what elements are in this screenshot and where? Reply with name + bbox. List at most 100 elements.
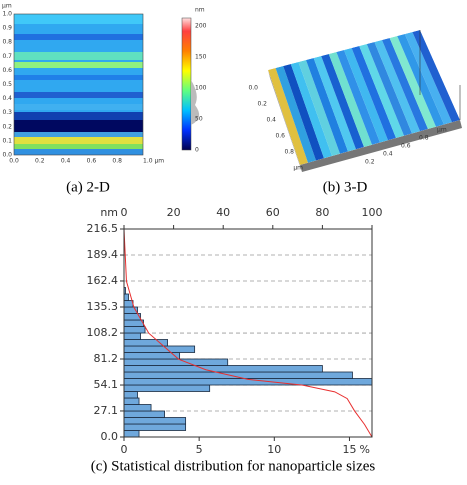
y-tick-label: 135.3 — [87, 300, 119, 313]
y-tick-label: 0.8 — [2, 39, 12, 46]
y-tick-label: 0.0 — [2, 152, 12, 159]
surface-stripe — [389, 36, 436, 129]
surface-stripe — [328, 52, 372, 147]
surface-stripe — [313, 56, 356, 152]
y-tick-label: 108.2 — [87, 326, 119, 339]
x-tick-label: 0.4 — [61, 158, 71, 165]
surface-stripe — [404, 32, 452, 125]
surface-stripe — [336, 50, 380, 145]
y-tick-label: 27.1 — [94, 404, 119, 417]
tick-label: μm — [437, 127, 447, 134]
x2-tick-label: 80 — [315, 206, 329, 219]
colorbar-tick-label: 50 — [195, 116, 203, 123]
surface-stripe — [283, 64, 324, 161]
bar — [123, 410, 165, 418]
plot-frame — [123, 228, 373, 438]
surface-stripe — [351, 46, 396, 141]
y-axis-label: nm — [100, 206, 118, 219]
tick-label: 0.2 — [257, 101, 267, 108]
y-tick-label: 0.0 — [101, 430, 119, 443]
x-tick-label: 0 — [121, 443, 128, 456]
y-tick-label: 162.4 — [87, 274, 119, 287]
bar — [123, 339, 168, 347]
tick-label: 0.0 — [248, 85, 258, 92]
caption: (a) 2-D — [66, 179, 110, 195]
y-tick-label: 0.1 — [2, 137, 12, 144]
surface-stripe — [268, 68, 308, 165]
bar — [123, 384, 211, 392]
x2-tick-label: 0 — [121, 206, 128, 219]
surface-stripe — [412, 30, 460, 123]
surface-stripe — [321, 54, 364, 150]
y-tick-label: 0.6 — [2, 67, 12, 74]
colorbar-tick-label: 150 — [195, 54, 207, 61]
bar — [123, 365, 323, 373]
caption: (c) Statistical distribution for nanopar… — [91, 458, 376, 474]
x-tick-label: 0.0 — [9, 158, 19, 165]
x-tick-label: 0.6 — [87, 158, 97, 165]
colorbar-tick-label: 100 — [195, 85, 207, 92]
tick-label: 0.6 — [401, 143, 411, 150]
bar — [123, 423, 187, 431]
bar — [123, 326, 146, 334]
surface-stripe — [366, 42, 412, 136]
surface-stripe — [374, 40, 420, 134]
x2-tick-label: 40 — [216, 206, 230, 219]
y-tick-label: 0.5 — [2, 81, 12, 88]
surface-stripe — [306, 58, 348, 154]
x-tick-label: 5 — [196, 443, 203, 456]
bar — [123, 293, 129, 301]
surface-stripe — [344, 48, 388, 143]
x-tick-label: 0.2 — [35, 158, 45, 165]
y-tick-label: 1.0 — [2, 11, 12, 18]
y-tick-label: 54.1 — [94, 378, 119, 391]
x-axis-label: % — [359, 443, 369, 456]
surface-stripe — [298, 60, 340, 156]
x-tick-label: 15 — [342, 443, 356, 456]
afm-2d-image — [13, 13, 200, 156]
tick-label: 0.8 — [284, 149, 294, 156]
bar — [123, 345, 196, 353]
surface-stripe — [382, 38, 428, 132]
x-tick-label: 0.8 — [112, 158, 122, 165]
caption: (b) 3-D — [323, 179, 368, 195]
tick-label: 0.6 — [275, 133, 285, 140]
x2-tick-label: 100 — [362, 206, 383, 219]
x-tick-label: 10 — [267, 443, 281, 456]
y-tick-label: 0.4 — [2, 95, 12, 102]
unit-label: μm — [2, 3, 12, 10]
surface-stripe — [359, 44, 404, 138]
afm-3d-image — [268, 30, 462, 172]
cumulative-line — [123, 228, 373, 438]
y-tick-label: 0.3 — [2, 109, 12, 116]
y-tick-label: 189.4 — [87, 248, 119, 261]
y-tick-label: 0.9 — [2, 25, 12, 32]
bar — [123, 417, 187, 425]
x2-tick-label: 60 — [266, 206, 280, 219]
surface-stripe — [397, 34, 444, 127]
x2-tick-label: 20 — [167, 206, 181, 219]
x-tick-label: 1.0 μm — [143, 158, 164, 165]
bar — [123, 430, 140, 438]
colorbar-tick-label: 200 — [195, 23, 207, 30]
bar — [123, 319, 144, 327]
colorbar-unit: nm — [195, 7, 205, 14]
surface-stripe — [290, 62, 332, 159]
tick-label: 0.4 — [266, 117, 276, 124]
bar — [123, 358, 229, 366]
histogram-chart: 0.0 27.1 54.1 81.2 108.2 135.3 162.4 189.4 216.5… — [87, 206, 383, 474]
y-tick-label: 0.7 — [2, 53, 12, 60]
bar — [123, 391, 138, 399]
y-tick-label: 0.2 — [2, 123, 12, 130]
bar — [123, 300, 134, 308]
tick-label: 0.4 — [383, 151, 393, 158]
tick-label: 0.8 — [419, 135, 429, 142]
surface-stripe — [275, 66, 316, 163]
colorbar-tick-label: 0 — [195, 147, 199, 154]
y-tick-label: 81.2 — [94, 352, 119, 365]
bar — [123, 332, 141, 340]
bar — [123, 404, 152, 412]
tick-label: 0.2 — [365, 159, 375, 166]
y-tick-label: 216.5 — [87, 222, 119, 235]
